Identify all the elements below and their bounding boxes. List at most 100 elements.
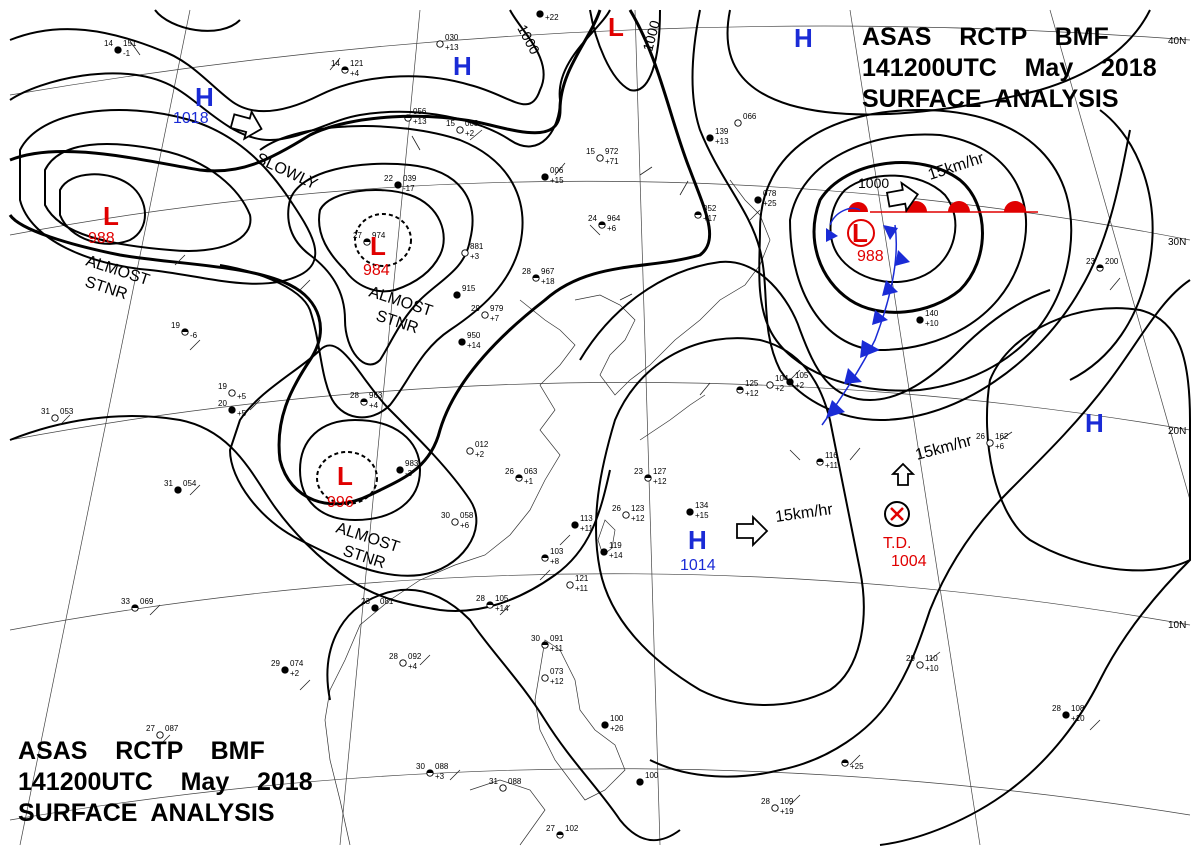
station-temperature: 23 <box>1086 257 1095 266</box>
station-model: 139+13 <box>706 127 729 146</box>
station-tendency: +19 <box>780 807 794 816</box>
isobar-nw-ring-2 <box>44 143 252 252</box>
station-temperature: 29 <box>471 304 480 313</box>
station-tendency: +11 <box>575 584 589 593</box>
td-center-ring <box>884 501 910 527</box>
station-model: 28 108+10 <box>1052 704 1085 723</box>
station-model: 14 151-1 <box>104 39 137 58</box>
low-symbol-mongolia: L <box>370 231 386 261</box>
station-pressure: 121 <box>575 574 589 583</box>
station-tendency: +12 <box>745 389 759 398</box>
motion-arrows <box>229 109 920 548</box>
station-temperature: 27 <box>146 724 155 733</box>
center-values: 1018 988 984 996 988 1014 T.D. 1004 <box>88 110 927 574</box>
station-pressure: 109 <box>780 797 794 806</box>
station-pressure: 088 <box>508 777 522 786</box>
station-model: 100 <box>636 771 659 786</box>
station-pressure: 950 <box>467 331 481 340</box>
isobar-japan-low-2 <box>812 161 984 314</box>
station-tendency: +4 <box>350 69 360 78</box>
station-model: 30 058+6 <box>441 511 474 530</box>
pressure-center-symbols: H H H H H L L L L L <box>103 12 1104 555</box>
station-pressure: 054 <box>183 479 197 488</box>
station-model: 125+12 <box>736 379 759 398</box>
station-model: 15 972+71 <box>586 147 619 166</box>
station-tendency: +25 <box>850 762 864 771</box>
station-temperature: 31 <box>164 479 173 488</box>
station-tendency: +10 <box>925 664 939 673</box>
station-model: 121+11 <box>566 574 589 593</box>
station-tendency: +3 <box>435 772 445 781</box>
station-pressure: 915 <box>462 284 476 293</box>
station-model: 28 105+14 <box>476 594 509 613</box>
station-pressure: 139 <box>715 127 729 136</box>
cold-front <box>821 207 910 426</box>
dashed-low-rings <box>316 213 412 505</box>
station-model: 950+14 <box>458 331 481 350</box>
station-circle-icon <box>436 40 444 48</box>
isobar-top-left-small <box>154 9 241 32</box>
station-model: 056+13 <box>404 107 427 126</box>
station-pressure: 081 <box>380 597 394 606</box>
station-model: 23 127+12 <box>634 467 667 486</box>
station-tendency: +2 <box>475 450 485 459</box>
station-temperature: 23 <box>634 467 643 476</box>
station-pressure: 151 <box>123 39 137 48</box>
warm-front-bump <box>848 202 868 212</box>
station-tendency: +13 <box>413 117 427 126</box>
isobar-south-trough <box>9 415 611 612</box>
station-tendency: +10 <box>925 319 939 328</box>
station-model: 983-3 <box>396 459 419 478</box>
warm-front-bump <box>1004 201 1026 212</box>
td-label: T.D. <box>883 535 911 552</box>
station-model: 28 109+19 <box>761 797 794 816</box>
coastline-korea-japan <box>574 179 771 396</box>
station-circle-icon <box>986 439 994 447</box>
isobar-mongolia-ring-3 <box>219 125 524 419</box>
cold-front-triangle <box>826 400 845 418</box>
station-model: 078+25 <box>754 189 777 208</box>
header-line-3: SURFACE ANALYSIS <box>18 799 275 827</box>
station-circle-icon <box>451 518 459 526</box>
station-model: +22 <box>536 10 559 22</box>
station-pressure: 073 <box>550 667 564 676</box>
header-bottom-left: ASAS RCTP BMF 141200UTC May 2018 SURFACE… <box>18 736 313 829</box>
warm-front-bump <box>948 201 970 212</box>
low-symbol-japan: L <box>852 218 868 248</box>
station-model: 31 088 <box>489 777 522 792</box>
station-temperature: 19 <box>171 321 180 330</box>
station-pressure: 974 <box>372 231 386 240</box>
station-model: 134+15 <box>686 501 709 520</box>
lat-label-30n: 30N <box>1168 237 1186 248</box>
station-pressure: 074 <box>290 659 304 668</box>
station-model: 23 081 <box>361 597 394 612</box>
station-circle-icon <box>453 291 461 299</box>
station-model: 31 054 <box>164 479 197 494</box>
station-temperature: 14 <box>331 59 340 68</box>
station-circle-icon <box>636 778 644 786</box>
center-value-l-japan: 988 <box>857 248 884 265</box>
header-line-1: ASAS RCTP BMF <box>18 737 265 765</box>
station-model: 27 087 <box>146 724 179 739</box>
station-pressure: 108 <box>1071 704 1085 713</box>
station-circle-icon <box>771 804 779 812</box>
header-line-2: 141200UTC May 2018 <box>862 54 1157 82</box>
station-pressure: 119 <box>609 541 622 550</box>
station-model: 19 +5 <box>218 382 247 401</box>
station-circle-icon <box>156 731 164 739</box>
station-tendency: +3 <box>470 252 480 261</box>
isobar-japan-low-1 <box>829 174 957 283</box>
station-barbs <box>59 40 1121 806</box>
center-value-l-west: 988 <box>88 230 115 247</box>
station-temperature: 28 <box>761 797 770 806</box>
station-model: 119+14 <box>600 541 623 560</box>
arrow-right-icon <box>229 109 263 141</box>
station-circle-icon <box>916 316 924 324</box>
station-pressure: 053 <box>60 407 74 416</box>
station-circle-icon <box>396 466 404 474</box>
station-tendency: +6 <box>607 224 617 233</box>
station-model: +25 <box>841 759 864 771</box>
station-tendency: +13 <box>715 137 729 146</box>
station-circle-icon <box>1062 711 1070 719</box>
